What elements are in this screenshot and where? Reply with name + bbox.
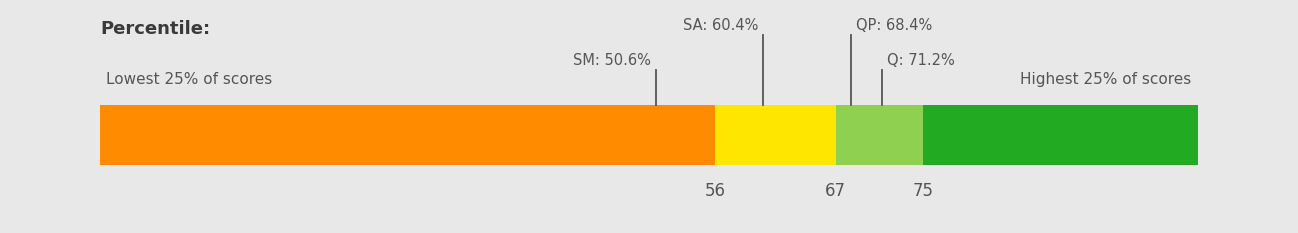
Bar bbox=[836, 105, 923, 165]
Bar bbox=[923, 105, 1198, 165]
Text: Highest 25% of scores: Highest 25% of scores bbox=[1020, 72, 1192, 87]
Bar bbox=[100, 105, 715, 165]
Text: SM: 50.6%: SM: 50.6% bbox=[572, 53, 650, 68]
Text: 56: 56 bbox=[705, 182, 726, 200]
Text: 67: 67 bbox=[826, 182, 846, 200]
Text: QP: 68.4%: QP: 68.4% bbox=[855, 18, 932, 33]
Text: 75: 75 bbox=[912, 182, 933, 200]
Text: Q: 71.2%: Q: 71.2% bbox=[887, 53, 954, 68]
Bar bbox=[715, 105, 836, 165]
Text: Lowest 25% of scores: Lowest 25% of scores bbox=[106, 72, 273, 87]
Text: Percentile:: Percentile: bbox=[100, 20, 210, 38]
Text: SA: 60.4%: SA: 60.4% bbox=[683, 18, 758, 33]
